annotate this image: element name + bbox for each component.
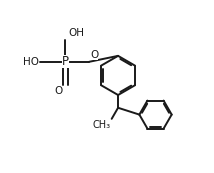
- Text: O: O: [90, 51, 98, 60]
- Text: O: O: [55, 86, 63, 96]
- Text: OH: OH: [68, 28, 84, 38]
- Text: P: P: [62, 55, 69, 68]
- Text: HO: HO: [23, 57, 39, 67]
- Text: CH₃: CH₃: [93, 120, 111, 130]
